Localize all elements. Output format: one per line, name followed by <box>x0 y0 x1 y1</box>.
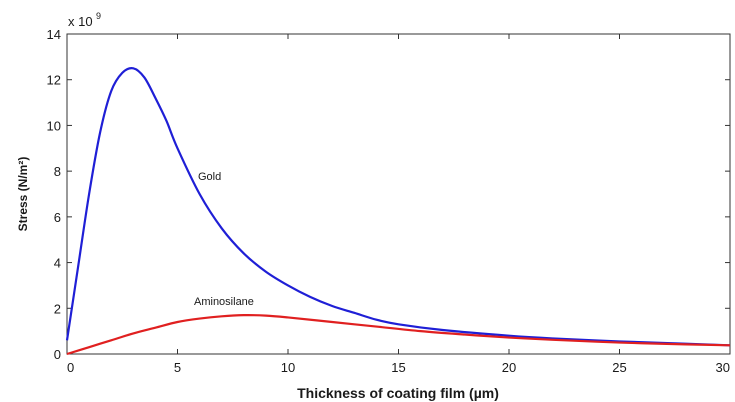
y-axis-multiplier-base: x 10 <box>68 14 93 29</box>
x-tick-label: 5 <box>174 360 181 375</box>
y-axis-label: Stress (N/m²) <box>16 157 30 232</box>
y-axis-multiplier-exponent: 9 <box>96 11 101 21</box>
x-axis-label: Thickness of coating film (µm) <box>297 385 499 401</box>
y-tick-label: 2 <box>54 301 61 316</box>
plot-background <box>66 33 731 355</box>
y-tick-label: 0 <box>54 347 61 362</box>
y-tick-label: 10 <box>47 118 61 133</box>
x-tick-label: 10 <box>281 360 295 375</box>
y-tick-label: 12 <box>47 73 61 88</box>
y-tick-label: 8 <box>54 164 61 179</box>
x-tick-label: 0 <box>67 360 74 375</box>
x-axis-ticks: 0 5 10 15 20 25 30 <box>66 34 731 375</box>
series-line-gold <box>65 67 731 347</box>
series-layer <box>65 67 731 356</box>
y-tick-label: 14 <box>47 27 61 42</box>
y-tick-label: 4 <box>54 256 61 271</box>
x-tick-label: 20 <box>502 360 516 375</box>
x-tick-label: 15 <box>391 360 405 375</box>
y-axis-ticks: 0 2 4 6 8 10 12 14 <box>47 27 730 362</box>
series-line-aminosilane <box>66 314 731 356</box>
y-tick-label: 6 <box>54 210 61 225</box>
series-label-aminosilane: Aminosilane <box>194 296 254 308</box>
x-tick-label: 30 <box>716 360 730 375</box>
series-label-gold: Gold <box>198 171 221 183</box>
x-tick-label: 25 <box>612 360 626 375</box>
